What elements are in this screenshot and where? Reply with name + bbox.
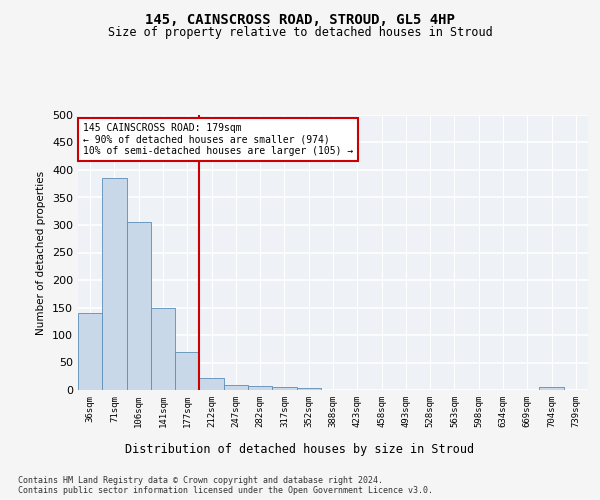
Text: 145, CAINSCROSS ROAD, STROUD, GL5 4HP: 145, CAINSCROSS ROAD, STROUD, GL5 4HP [145,12,455,26]
Bar [127,222,151,390]
Bar [78,313,102,390]
Bar [199,378,224,390]
Bar [272,386,296,390]
Bar [224,384,248,390]
Y-axis label: Number of detached properties: Number of detached properties [37,170,46,334]
Bar [296,388,321,390]
Bar [102,178,127,390]
Text: Contains HM Land Registry data © Crown copyright and database right 2024.
Contai: Contains HM Land Registry data © Crown c… [18,476,433,495]
Text: 145 CAINSCROSS ROAD: 179sqm
← 90% of detached houses are smaller (974)
10% of se: 145 CAINSCROSS ROAD: 179sqm ← 90% of det… [83,123,353,156]
Bar [539,387,564,390]
Bar [151,308,175,390]
Text: Size of property relative to detached houses in Stroud: Size of property relative to detached ho… [107,26,493,39]
Bar [248,386,272,390]
Text: Distribution of detached houses by size in Stroud: Distribution of detached houses by size … [125,442,475,456]
Bar [175,352,199,390]
